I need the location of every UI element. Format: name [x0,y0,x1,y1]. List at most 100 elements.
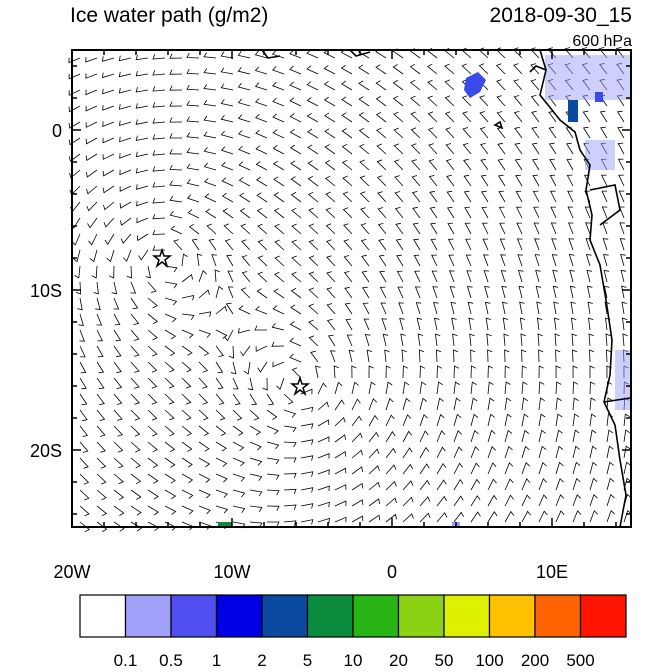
wind-barb [470,397,478,411]
wind-barb [130,361,140,373]
wind-barb [257,271,268,283]
wind-barb [181,329,194,339]
wind-barb [532,158,540,171]
wind-barb [447,222,455,235]
wind-barb [411,191,421,203]
wind-barb [418,349,425,363]
wind-barb [521,478,531,491]
wind-barb [402,480,414,491]
wind-barb [385,397,394,411]
wind-barb [535,285,542,299]
wind-barb [481,206,489,219]
wind-barb [402,496,414,507]
wind-barb [130,329,140,341]
wind-barb [427,79,438,91]
wind-barb [549,174,557,187]
wind-barb [266,425,279,435]
wind-barb [290,288,302,299]
wind-barb [308,287,319,299]
wind-barb [436,397,444,411]
wind-barb [394,191,404,203]
wind-barb [534,254,541,267]
wind-barb [135,167,149,174]
wind-barb [548,142,557,155]
wind-barb [169,117,183,123]
wind-barb [548,110,557,123]
wind-barb [603,269,610,283]
wind-barb [446,206,455,219]
wind-barb [240,345,251,357]
wind-barb [203,84,217,91]
wind-barb [517,254,524,267]
wind-barb [249,505,263,513]
wind-barb [463,190,472,203]
wind-barb [290,304,302,315]
wind-barb [453,397,461,411]
wind-barb [308,207,319,219]
wind-barb [223,223,234,235]
wind-barb [284,457,297,463]
wind-barb [368,498,381,507]
wind-barb [434,333,441,347]
wind-barb [164,393,175,405]
wind-barb [385,381,393,395]
wind-barb [436,462,447,475]
wind-barb [191,238,200,251]
wind-barb [198,361,209,373]
wind-barb [444,95,455,107]
wind-barb [603,285,610,299]
wind-barb [147,297,158,309]
wind-barb [555,477,564,491]
wind-barb [385,365,391,379]
wind-barb [501,285,507,299]
wind-barb [147,329,158,341]
wind-barb [113,505,125,516]
wind-barb [444,63,455,75]
wind-barb [283,441,297,448]
wind-barb [453,429,462,443]
wind-barb [104,233,115,246]
wind-barb [152,118,166,124]
wind-barb [419,430,429,443]
wind-barb [317,401,329,411]
wind-barb [470,413,479,427]
wind-barb [113,393,123,405]
wind-barb [262,377,268,391]
wind-barb [572,381,579,395]
wind-barb [623,445,631,459]
colorbar-swatch [397,594,445,638]
wind-barb [496,127,506,139]
wind-barb [393,111,404,123]
wind-barb [351,381,359,395]
wind-barb [204,193,217,203]
wind-barb [361,254,370,267]
wind-barb [323,96,336,107]
wind-barb [399,318,405,331]
wind-barb [548,126,557,139]
wind-barb [444,79,455,91]
wind-barb [203,52,217,59]
wind-barb [79,441,89,453]
wind-barb [572,445,580,459]
wind-barb [375,64,387,75]
wind-barb [368,398,378,411]
wind-barb [341,112,353,123]
wind-barb [69,169,81,179]
wind-barb [198,457,211,468]
wind-barb [348,349,355,363]
wind-barb [256,192,268,203]
wind-barb [283,504,297,510]
wind-barb [198,345,210,357]
wind-barb [446,174,455,187]
wind-barb [220,51,234,59]
wind-barb [554,333,560,347]
wind-barb [266,457,280,465]
wind-barb [255,129,268,139]
wind-barb [152,54,166,60]
wind-barb [147,489,159,500]
wind-barb [164,329,177,340]
wind-barb [428,159,438,171]
wind-barb [169,69,183,75]
wind-barb [291,255,302,267]
wind-barb [419,381,427,395]
